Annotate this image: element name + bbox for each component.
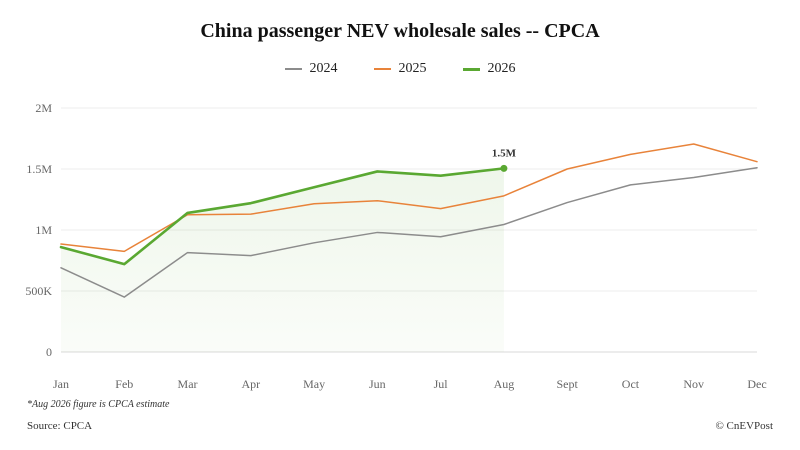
legend-label-2025: 2025	[398, 61, 427, 76]
y-tick-label: 1M	[35, 223, 52, 237]
series-line-2024	[60, 167, 758, 298]
y-tick-label: 0	[46, 345, 52, 359]
legend-label-2024: 2024	[309, 61, 338, 76]
x-tick-label: Oct	[622, 377, 640, 391]
x-tick-label: Aug	[494, 377, 515, 391]
x-tick-label: Jul	[434, 377, 449, 391]
x-tick-label: Jan	[53, 377, 69, 391]
footnote: *Aug 2026 figure is CPCA estimate	[27, 399, 170, 410]
annotation-label: 1.5M	[492, 147, 517, 159]
legend-swatch-2026	[462, 67, 480, 71]
area-2026	[61, 168, 504, 352]
y-tick-label: 2M	[35, 101, 52, 115]
legend-label-2026: 2026	[487, 61, 516, 76]
chart-legend: 2024 2025 2026	[0, 61, 800, 77]
source-label: Source: CPCA	[27, 420, 93, 432]
y-tick-label: 1.5M	[26, 162, 52, 176]
x-tick-label: Jun	[369, 377, 386, 391]
legend-item-2024[interactable]: 2024	[284, 61, 338, 77]
annotation-point	[500, 164, 508, 172]
legend-item-2025[interactable]: 2025	[373, 61, 427, 77]
x-tick-label: Sept	[557, 377, 579, 391]
x-tick-label: Feb	[115, 377, 133, 391]
credit-label: © CnEVPost	[715, 420, 773, 432]
x-tick-label: Mar	[178, 377, 198, 391]
chart-title: China passenger NEV wholesale sales -- C…	[200, 20, 600, 42]
legend-swatch-2025	[373, 68, 391, 70]
x-tick-label: Apr	[241, 377, 260, 391]
x-tick-label: May	[303, 377, 325, 391]
x-tick-label: Nov	[683, 377, 704, 391]
series-line-2026	[59, 167, 506, 266]
legend-item-2026[interactable]: 2026	[462, 61, 516, 77]
legend-swatch-2024	[284, 68, 302, 70]
x-tick-label: Dec	[747, 377, 766, 391]
y-tick-label: 500K	[25, 284, 52, 298]
